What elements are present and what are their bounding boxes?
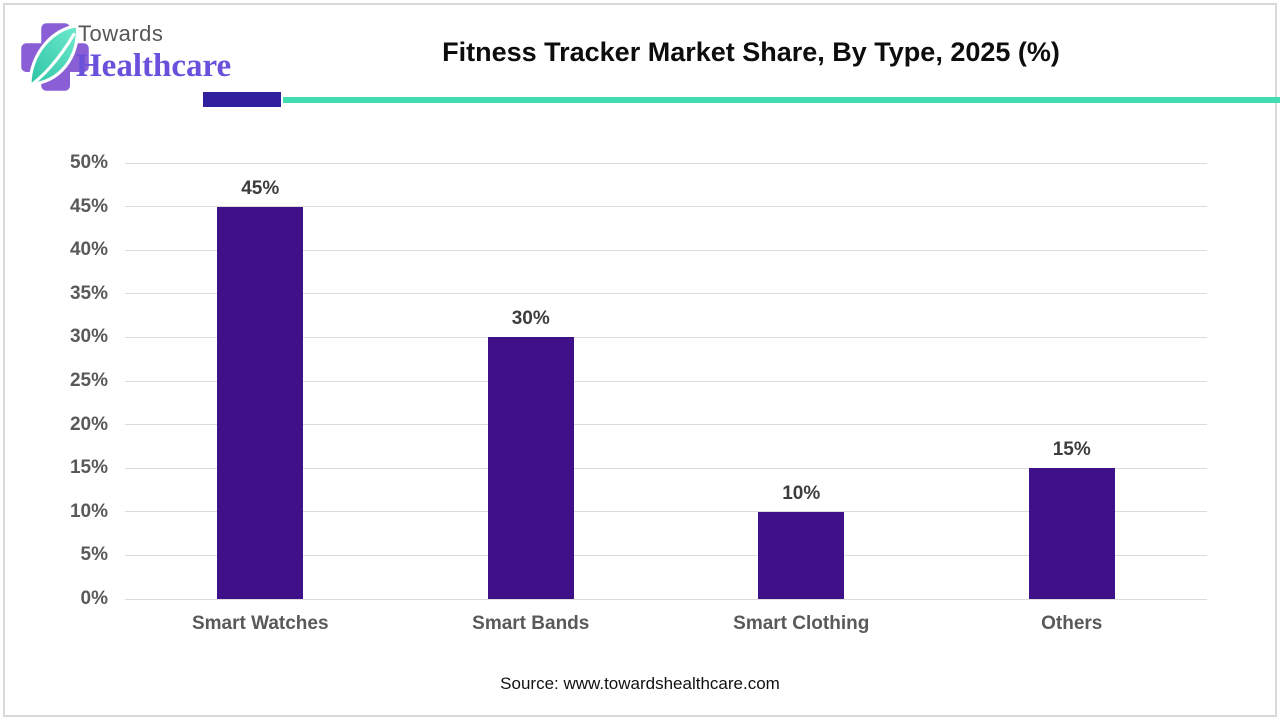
gridline-35%	[125, 293, 1207, 295]
healthcare-cross-leaf-icon	[21, 23, 89, 92]
y-tick-45%: 45%	[69, 195, 108, 217]
gridline-40%	[125, 249, 1207, 251]
bar-smart-bands	[487, 337, 574, 599]
x-tick-smart-watches: Smart Watches	[191, 613, 329, 634]
logo-text-healthcare: Healthcare	[76, 48, 232, 84]
gridline-20%	[125, 424, 1207, 426]
gridline-30%	[125, 336, 1207, 338]
y-tick-0%: 0%	[80, 588, 108, 609]
gridline-0%	[125, 598, 1207, 600]
gridline-50%	[125, 162, 1207, 164]
bar-value-others: 15%	[1052, 439, 1091, 461]
chart-title: Fitness Tracker Market Share, By Type, 2…	[442, 37, 1060, 67]
y-tick-10%: 10%	[69, 500, 108, 522]
x-tick-smart-clothing: Smart Clothing	[733, 613, 870, 634]
bar-chart-plot-area: 45% Smart Watches 30% Smart Bands 10% Smart C…	[125, 162, 1207, 634]
bar-smart-clothing	[758, 511, 845, 599]
source-caption: Source: www.towardshealthcare.com	[500, 674, 780, 693]
bar-others	[1028, 468, 1115, 599]
towards-healthcare-logo: Towards Healthcare	[12, 10, 262, 102]
divider-purple-segment	[203, 92, 281, 107]
x-tick-others: Others	[1041, 613, 1103, 634]
y-tick-50%: 50%	[69, 152, 108, 173]
y-tick-35%: 35%	[69, 282, 108, 304]
bar-value-smart-watches: 45%	[241, 177, 280, 199]
gridline-45%	[125, 206, 1207, 208]
logo-text-towards: Towards	[78, 21, 164, 46]
gridline-5%	[125, 554, 1207, 556]
bar-smart-watches	[217, 206, 304, 599]
bar-value-smart-clothing: 10%	[782, 482, 821, 504]
gridline-15%	[125, 467, 1207, 469]
gridline-10%	[125, 511, 1207, 513]
y-tick-25%: 25%	[69, 370, 108, 391]
y-tick-15%: 15%	[69, 457, 108, 479]
y-tick-30%: 30%	[69, 326, 108, 348]
x-tick-smart-bands: Smart Bands	[472, 613, 590, 634]
gridline-25%	[125, 380, 1207, 382]
y-tick-40%: 40%	[69, 239, 108, 261]
bar-value-smart-bands: 30%	[511, 308, 550, 330]
y-tick-20%: 20%	[69, 413, 108, 435]
y-axis-tick-labels: 0% 5% 10% 15% 20% 25% 30% 35% 40% 45% 50%	[0, 152, 108, 609]
y-tick-5%: 5%	[80, 544, 108, 566]
divider-teal-line	[283, 97, 1280, 103]
